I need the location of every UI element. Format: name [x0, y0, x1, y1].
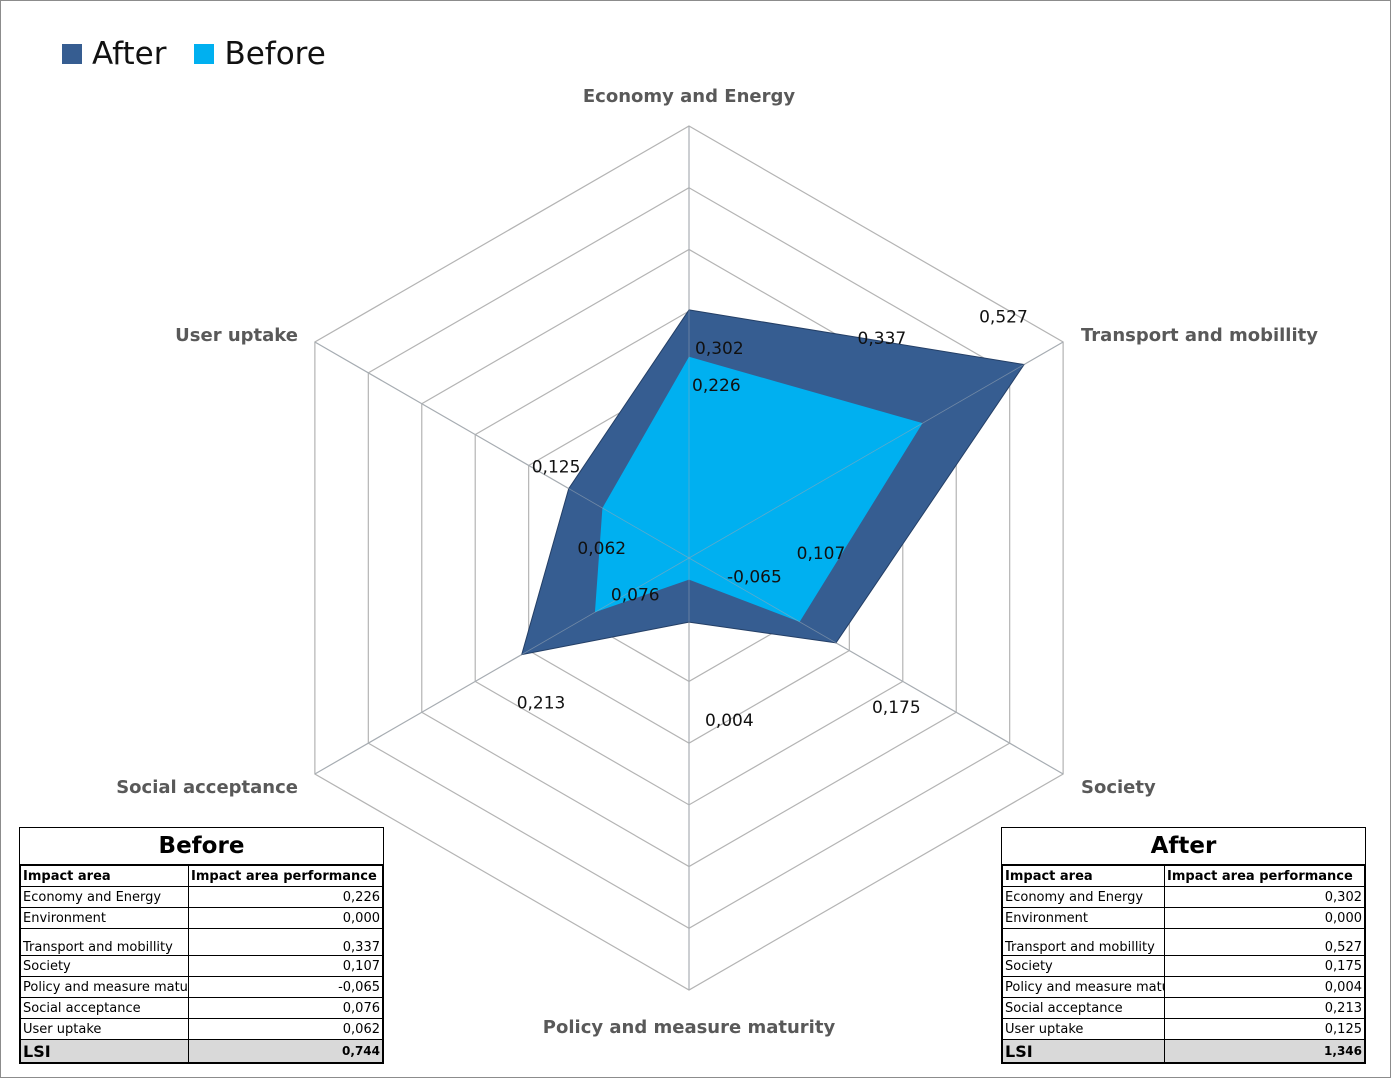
- performance-cell: 0,000: [188, 907, 383, 929]
- col-header-impact-area: Impact area: [20, 865, 189, 887]
- performance-cell: 0,076: [188, 997, 383, 1019]
- after-table-grid: Impact area Impact area performance Econom…: [1002, 865, 1365, 1063]
- impact-area-cell: Economy and Energy: [1002, 886, 1165, 908]
- table-row: Transport and mobillity 0,527: [1002, 928, 1365, 956]
- data-label-before: 0,062: [577, 539, 626, 559]
- data-label-before: -0,065: [727, 568, 782, 588]
- performance-cell: 0,213: [1164, 997, 1365, 1019]
- before-table-grid: Impact area Impact area performance Econom…: [20, 865, 383, 1063]
- axis-spoke-overlay: [314, 557, 690, 775]
- performance-cell: 0,000: [1164, 907, 1365, 929]
- axis-label: Economy and Energy: [583, 86, 795, 107]
- legend-swatch-before: [194, 44, 215, 64]
- lsi-label: LSI: [1002, 1039, 1165, 1063]
- performance-cell: -0,065: [188, 976, 383, 998]
- performance-cell: 0,062: [188, 1018, 383, 1040]
- performance-cell: 0,107: [188, 955, 383, 977]
- impact-area-cell: Social acceptance: [1002, 997, 1165, 1019]
- axis-label: User uptake: [175, 325, 298, 346]
- impact-area-cell: Environment: [1002, 907, 1165, 929]
- legend-item-before: Before: [194, 36, 326, 72]
- impact-area-cell: Environment: [20, 907, 189, 929]
- legend: After Before: [62, 36, 326, 72]
- table-row: Society 0,175: [1002, 955, 1365, 977]
- axis-label: Social acceptance: [116, 777, 298, 798]
- col-header-impact-area: Impact area: [1002, 865, 1165, 887]
- axis-spoke-overlay: [688, 341, 1064, 559]
- axis-label: Society: [1081, 777, 1156, 798]
- table-header-row: Impact area Impact area performance: [1002, 865, 1365, 887]
- performance-cell: 0,004: [1164, 976, 1365, 998]
- axis-spoke-overlay: [314, 341, 690, 559]
- impact-area-cell: Transport and mobillity: [20, 928, 189, 956]
- impact-area-cell: Economy and Energy: [20, 886, 189, 908]
- table-row: Transport and mobillity 0,337: [20, 928, 383, 956]
- data-label-before: 0,337: [858, 329, 907, 349]
- legend-item-after: After: [62, 36, 166, 72]
- axis-label: Policy and measure maturity: [543, 1017, 836, 1038]
- table-header-row: Impact area Impact area performance: [20, 865, 383, 887]
- performance-cell: 0,125: [1164, 1018, 1365, 1040]
- table-row: User uptake 0,062: [20, 1018, 383, 1040]
- data-label-after: 0,004: [705, 711, 754, 731]
- after-table: After Impact area Impact area performance…: [1001, 827, 1366, 1064]
- impact-area-cell: User uptake: [1002, 1018, 1165, 1040]
- table-row: User uptake 0,125: [1002, 1018, 1365, 1040]
- table-row: Social acceptance 0,076: [20, 997, 383, 1019]
- table-row: Economy and Energy 0,302: [1002, 886, 1365, 908]
- series-area-before: [594, 356, 923, 622]
- data-label-after: 0,125: [532, 458, 581, 478]
- performance-cell: 0,527: [1164, 928, 1365, 956]
- table-row: Economy and Energy 0,226: [20, 886, 383, 908]
- col-header-performance: Impact area performance: [1164, 865, 1365, 887]
- table-row: Environment 0,000: [20, 907, 383, 929]
- impact-area-cell: Transport and mobillity: [1002, 928, 1165, 956]
- axis-label: Transport and mobillity: [1081, 325, 1318, 346]
- lsi-value: 1,346: [1164, 1039, 1365, 1063]
- table-row: Policy and measure matur -0,065: [20, 976, 383, 998]
- performance-cell: 0,337: [188, 928, 383, 956]
- lsi-row: LSI 1,346: [1002, 1039, 1365, 1063]
- data-label-after: 0,213: [517, 694, 566, 714]
- impact-area-cell: Society: [20, 955, 189, 977]
- impact-area-cell: Policy and measure matu: [1002, 976, 1165, 998]
- data-label-before: 0,107: [797, 544, 846, 564]
- lsi-row: LSI 0,744: [20, 1039, 383, 1063]
- legend-label-after: After: [92, 36, 167, 72]
- col-header-performance: Impact area performance: [188, 865, 383, 887]
- data-label-before: 0,076: [611, 585, 660, 605]
- impact-area-cell: Society: [1002, 955, 1165, 977]
- impact-area-cell: Social acceptance: [20, 997, 189, 1019]
- table-row: Society 0,107: [20, 955, 383, 977]
- axis-spoke-overlay: [688, 557, 1064, 775]
- table-row: Social acceptance 0,213: [1002, 997, 1365, 1019]
- impact-area-cell: User uptake: [20, 1018, 189, 1040]
- legend-swatch-after: [62, 44, 82, 64]
- data-label-before: 0,226: [692, 376, 741, 396]
- table-row: Environment 0,000: [1002, 907, 1365, 929]
- impact-area-cell: Policy and measure matur: [20, 976, 189, 998]
- legend-label-before: Before: [224, 36, 326, 72]
- lsi-label: LSI: [20, 1039, 189, 1063]
- after-table-title: After: [1002, 828, 1365, 865]
- data-label-after: 0,527: [979, 308, 1028, 328]
- before-table-title: Before: [20, 828, 383, 865]
- table-row: Policy and measure matu 0,004: [1002, 976, 1365, 998]
- lsi-value: 0,744: [188, 1039, 383, 1063]
- performance-cell: 0,302: [1164, 886, 1365, 908]
- performance-cell: 0,226: [188, 886, 383, 908]
- data-label-after: 0,302: [695, 339, 744, 359]
- data-label-after: 0,175: [872, 698, 921, 718]
- performance-cell: 0,175: [1164, 955, 1365, 977]
- before-table: Before Impact area Impact area performanc…: [19, 827, 384, 1064]
